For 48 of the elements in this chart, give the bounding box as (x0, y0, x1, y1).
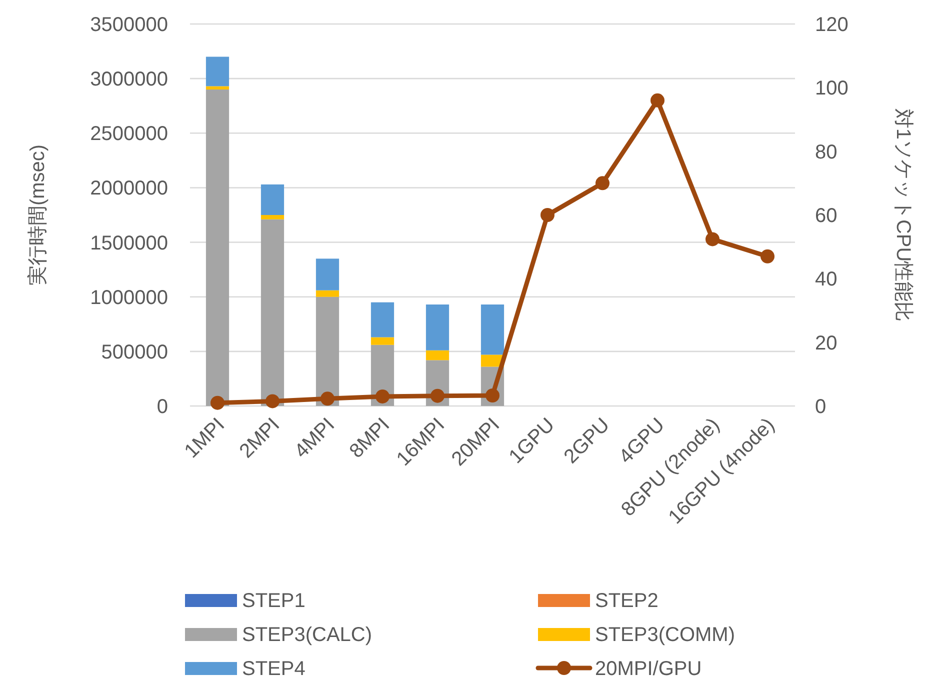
y2-tick-label: 0 (815, 396, 826, 418)
bar (260, 184, 284, 215)
bar (480, 304, 504, 355)
y-tick-label: 2500000 (90, 123, 168, 146)
y2-tick-label: 40 (815, 268, 838, 291)
point (320, 392, 334, 406)
y2-tick-label: 120 (815, 14, 848, 36)
y-tick-label: 3500000 (90, 14, 168, 36)
y2-tick-label: 20 (815, 332, 838, 354)
bar (260, 219, 284, 406)
bar (426, 350, 450, 360)
bar (426, 304, 450, 350)
bar (316, 258, 340, 290)
bar (370, 337, 394, 345)
legend-label: STEP4 (242, 658, 306, 680)
legend-label: STEP3(COMM) (595, 624, 735, 646)
y-tick-label: 500000 (101, 341, 168, 364)
point (760, 249, 774, 264)
point (430, 388, 444, 403)
bar (206, 56, 230, 86)
point (266, 394, 280, 408)
y-tick-label: 2000000 (90, 178, 168, 200)
point (540, 208, 554, 222)
point (210, 396, 224, 410)
point (486, 388, 500, 402)
y-tick-label: 1500000 (90, 232, 168, 254)
y2-tick-label: 100 (815, 78, 848, 100)
bar (316, 290, 340, 297)
y2-tick-label: 60 (815, 205, 838, 227)
y-tick-label: 1000000 (90, 286, 168, 309)
legend-label: STEP1 (242, 590, 306, 612)
point (650, 93, 664, 108)
y-tick-label: 3000000 (90, 68, 168, 91)
legend-label: STEP3(CALC) (242, 624, 372, 646)
y2-axis-title: 対1ソケットCPU性能比 (892, 108, 914, 322)
bar (316, 296, 340, 406)
y-tick-label: 0 (156, 396, 168, 418)
point (596, 176, 610, 190)
bar (206, 86, 230, 90)
bar (370, 302, 394, 338)
legend-label: STEP2 (595, 590, 658, 612)
point (706, 232, 720, 246)
bar (260, 215, 284, 220)
legend-label: 20MPI/GPU (595, 658, 702, 680)
y-axis-title: 実行時間(msec) (26, 144, 49, 286)
bar (206, 89, 230, 406)
point (376, 389, 390, 404)
y2-tick-label: 80 (815, 141, 838, 164)
